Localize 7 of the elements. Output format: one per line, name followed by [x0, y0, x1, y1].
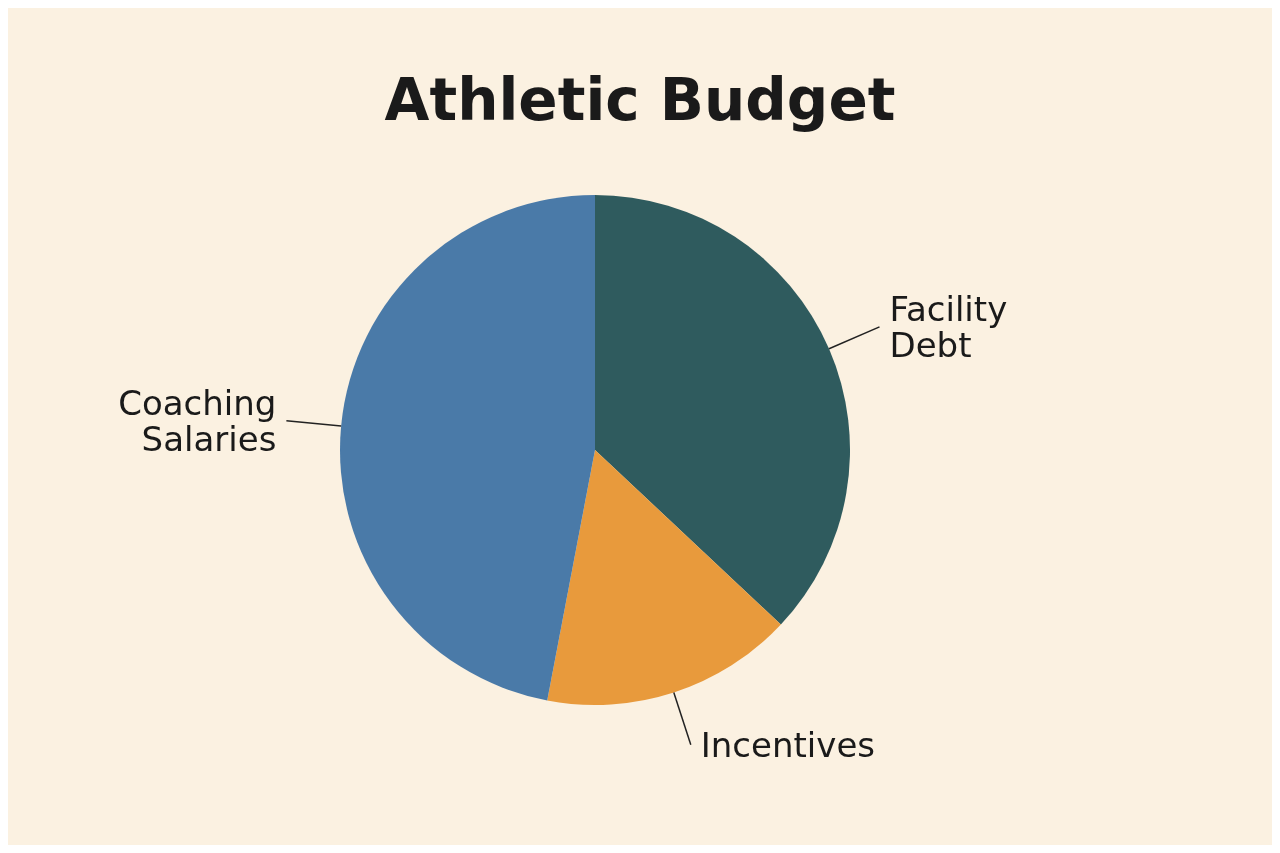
- chart-title: Athletic Budget: [383, 66, 897, 134]
- slice-label: Incentives: [700, 724, 876, 765]
- pie-slice: [547, 450, 781, 705]
- slice-label: Coaching Salaries: [118, 382, 277, 459]
- slice-label: Facility Debt: [889, 288, 1008, 365]
- pie-slice: [340, 195, 595, 701]
- pie-slice: [595, 195, 850, 625]
